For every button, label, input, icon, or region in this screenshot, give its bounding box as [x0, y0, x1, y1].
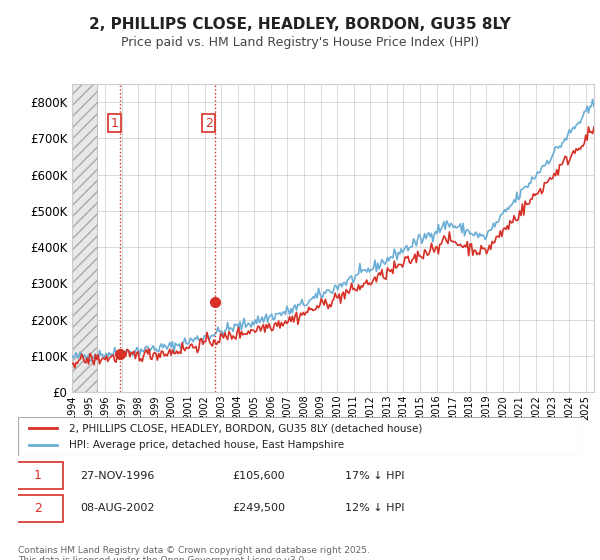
Text: 1: 1 [34, 469, 41, 482]
Text: £105,600: £105,600 [232, 470, 285, 480]
FancyBboxPatch shape [13, 495, 63, 522]
Text: 2: 2 [205, 116, 213, 129]
Text: HPI: Average price, detached house, East Hampshire: HPI: Average price, detached house, East… [69, 440, 344, 450]
Text: 12% ↓ HPI: 12% ↓ HPI [345, 503, 404, 514]
Text: Contains HM Land Registry data © Crown copyright and database right 2025.
This d: Contains HM Land Registry data © Crown c… [18, 546, 370, 560]
Text: 27-NOV-1996: 27-NOV-1996 [80, 470, 154, 480]
Text: 1: 1 [110, 116, 119, 129]
Text: Price paid vs. HM Land Registry's House Price Index (HPI): Price paid vs. HM Land Registry's House … [121, 36, 479, 49]
Text: 2: 2 [34, 502, 41, 515]
Text: 2, PHILLIPS CLOSE, HEADLEY, BORDON, GU35 8LY: 2, PHILLIPS CLOSE, HEADLEY, BORDON, GU35… [89, 17, 511, 32]
Text: 17% ↓ HPI: 17% ↓ HPI [345, 470, 404, 480]
Text: 2, PHILLIPS CLOSE, HEADLEY, BORDON, GU35 8LY (detached house): 2, PHILLIPS CLOSE, HEADLEY, BORDON, GU35… [69, 423, 422, 433]
Text: 08-AUG-2002: 08-AUG-2002 [80, 503, 155, 514]
Bar [72, 84, 97, 392]
Text: £249,500: £249,500 [232, 503, 286, 514]
FancyBboxPatch shape [18, 417, 582, 456]
FancyBboxPatch shape [13, 462, 63, 489]
